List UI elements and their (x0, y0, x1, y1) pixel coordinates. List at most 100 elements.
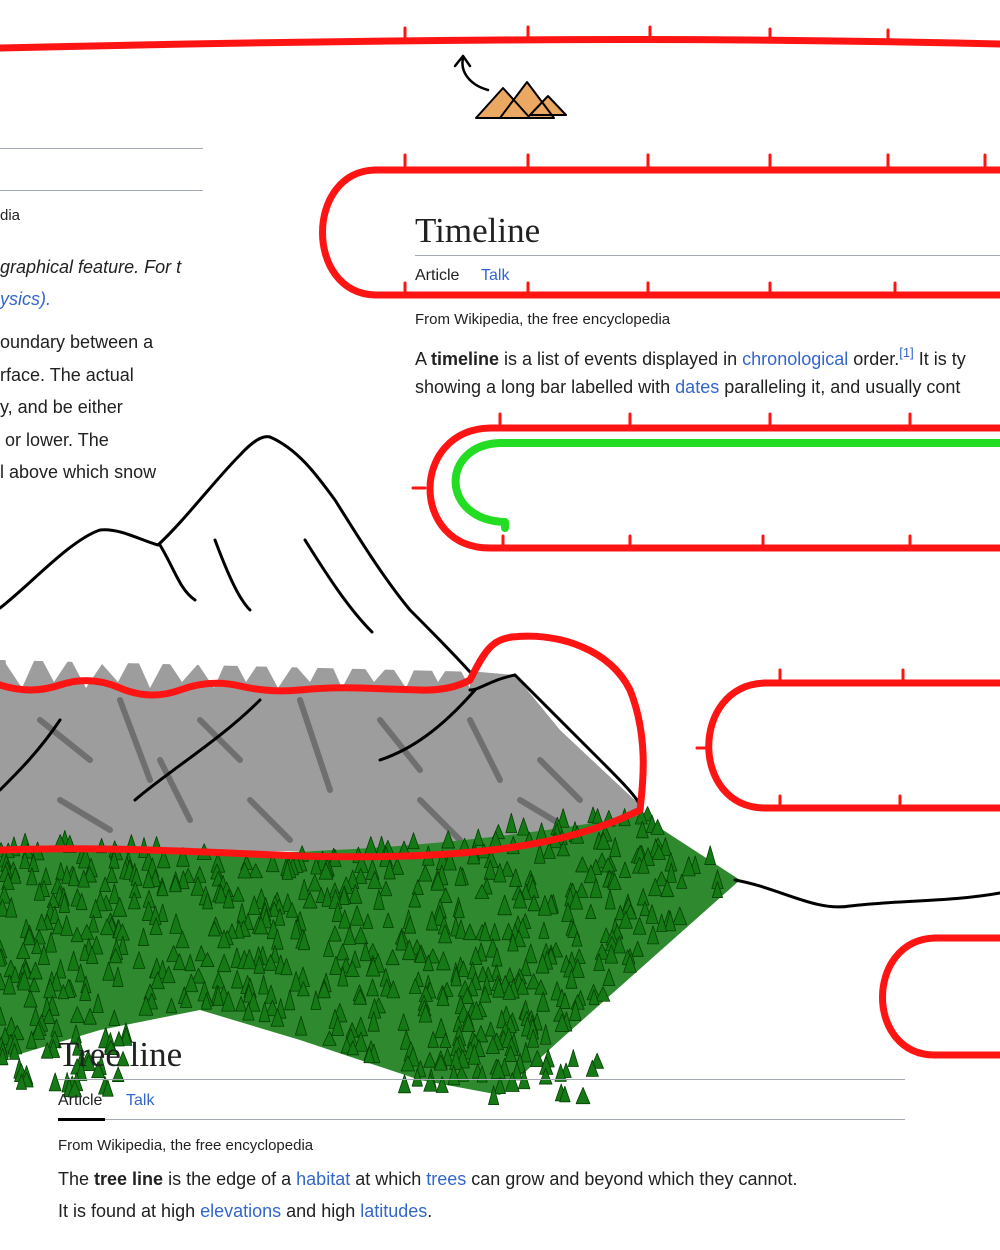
tab[interactable]: Talk (126, 1092, 155, 1109)
tree (408, 891, 422, 908)
tree (237, 862, 252, 879)
tree (92, 993, 104, 1013)
tree (505, 812, 518, 834)
link[interactable]: ysics). (0, 289, 51, 309)
tree (476, 1065, 488, 1083)
tree (569, 1000, 582, 1021)
tree (527, 894, 541, 912)
tree (660, 879, 675, 898)
tree (321, 887, 334, 907)
tree (373, 889, 385, 910)
rule (0, 148, 203, 149)
text-run: y, and be either (0, 397, 123, 417)
tree (67, 950, 80, 971)
tree (318, 862, 334, 880)
tree (61, 865, 73, 884)
arrow (453, 54, 490, 92)
tree (48, 1072, 62, 1092)
tree (604, 889, 616, 910)
tree (161, 965, 176, 984)
tree (108, 883, 121, 904)
tree (28, 977, 41, 993)
tree (242, 949, 257, 970)
tree (40, 1042, 54, 1059)
tree (569, 890, 584, 910)
tree (113, 1031, 125, 1047)
link[interactable]: habitat (296, 1169, 351, 1189)
tree (588, 989, 600, 1006)
tree (632, 916, 647, 935)
tree (353, 989, 367, 1005)
tree (639, 901, 651, 917)
tree (654, 871, 669, 887)
rule (58, 1079, 905, 1080)
text-run: order. (848, 349, 900, 369)
tree (78, 848, 93, 869)
tree (476, 965, 489, 983)
tree (108, 850, 120, 869)
tree (453, 900, 465, 919)
tab[interactable]: Article (415, 267, 460, 284)
tree (150, 971, 165, 990)
rule (58, 1119, 905, 1120)
tree (559, 992, 571, 1009)
tree (359, 941, 372, 962)
tree (285, 902, 299, 918)
tree (231, 969, 244, 989)
tree (457, 960, 470, 978)
tree (9, 867, 22, 884)
tree (253, 955, 266, 974)
tree (77, 869, 90, 888)
tree (111, 1066, 125, 1082)
tree (69, 1006, 85, 1023)
tree (585, 1059, 599, 1077)
active-tab-underline (58, 1118, 105, 1121)
link[interactable]: dates (675, 377, 720, 397)
tree (33, 882, 46, 901)
tree (556, 841, 570, 857)
tree (537, 895, 552, 916)
rock-shading (37, 697, 583, 843)
tree (156, 903, 169, 922)
tree (422, 954, 434, 972)
tree (672, 906, 688, 926)
tree (281, 859, 293, 880)
text-run: l above which snow (0, 462, 157, 482)
tree (483, 859, 497, 880)
tree (494, 1076, 506, 1094)
link[interactable]: trees (426, 1169, 467, 1189)
tree (0, 1047, 9, 1066)
tree (104, 1040, 118, 1055)
tree (49, 905, 61, 924)
tree (184, 953, 196, 972)
tree (467, 1043, 481, 1065)
tree (623, 953, 637, 973)
link[interactable]: chronological (742, 349, 849, 369)
tree (367, 870, 383, 889)
tree (28, 961, 43, 980)
tree (711, 881, 723, 898)
tree (117, 935, 129, 955)
tree (450, 966, 462, 987)
tree (16, 942, 31, 959)
tree (614, 904, 626, 921)
tree (86, 945, 99, 965)
tree (527, 1028, 540, 1048)
tree (42, 1008, 56, 1024)
tree (407, 832, 420, 850)
tab[interactable]: Article (58, 1092, 103, 1109)
tree (338, 885, 350, 905)
link[interactable]: latitudes (360, 1201, 428, 1221)
tree (235, 996, 247, 1012)
link[interactable]: [1] (899, 345, 914, 360)
tree (408, 978, 422, 994)
tree (222, 888, 235, 909)
text-line: oundary between a (0, 333, 153, 351)
tree (438, 924, 453, 944)
text-run: is a list of events displayed in (499, 349, 743, 369)
tree (45, 931, 57, 953)
tree (116, 1051, 130, 1067)
tab[interactable]: Talk (481, 267, 510, 284)
link[interactable]: elevations (200, 1201, 282, 1221)
tree (91, 1061, 106, 1079)
